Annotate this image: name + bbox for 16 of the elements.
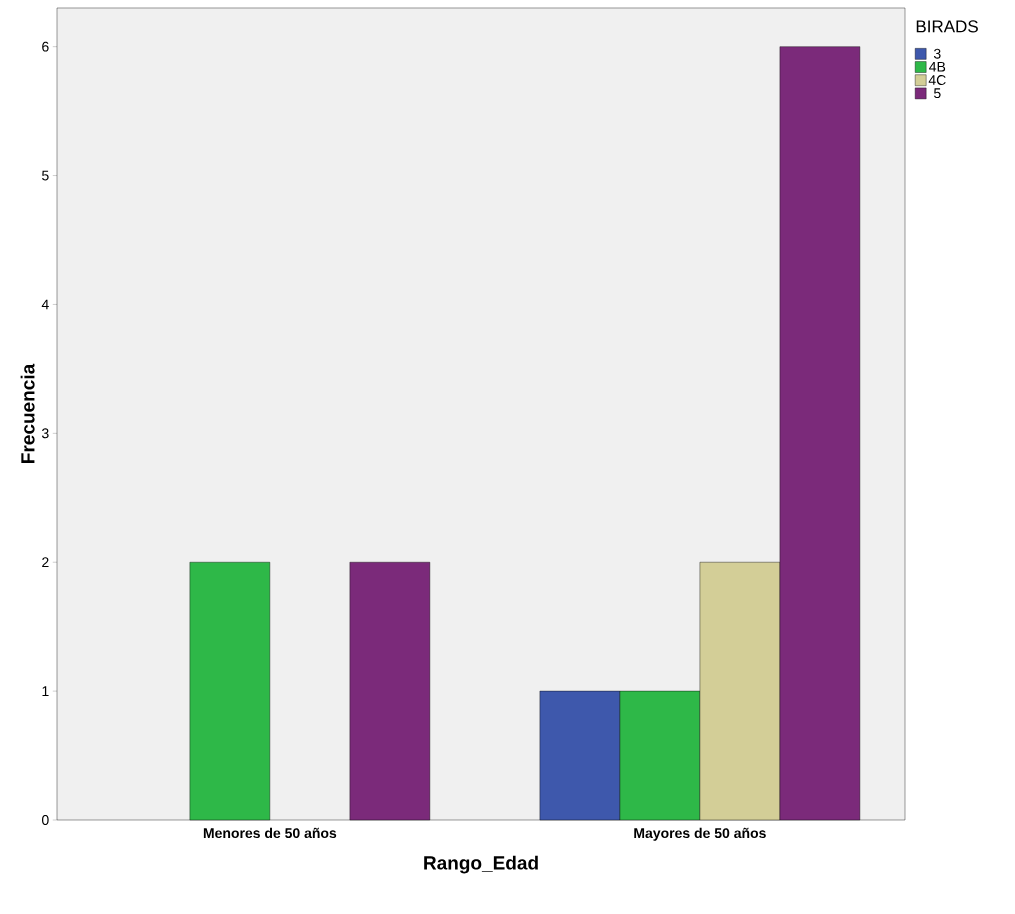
y-tick-label: 3 xyxy=(41,428,49,439)
y-tick-label: 1 xyxy=(42,686,49,696)
y-tick-label: 5 xyxy=(42,170,49,181)
x-axis-title: Rango_Edad xyxy=(424,855,538,874)
legend-label: 4B xyxy=(929,61,946,72)
legend-label: 4C xyxy=(928,75,946,85)
legend-label: 5 xyxy=(933,88,941,99)
y-tick-label: 2 xyxy=(42,557,49,568)
y-tick-label: 6 xyxy=(42,41,49,52)
y-tick-label: 4 xyxy=(41,299,49,310)
x-tick-label: Menores de 50 años xyxy=(203,827,337,839)
legend-label: 3 xyxy=(933,48,941,59)
legend-title: BIRADS xyxy=(916,20,978,33)
y-axis-title: Frecuencia xyxy=(20,363,35,463)
y-tick-label: 0 xyxy=(41,815,49,825)
x-tick-label: Mayores de 50 años xyxy=(634,827,766,841)
